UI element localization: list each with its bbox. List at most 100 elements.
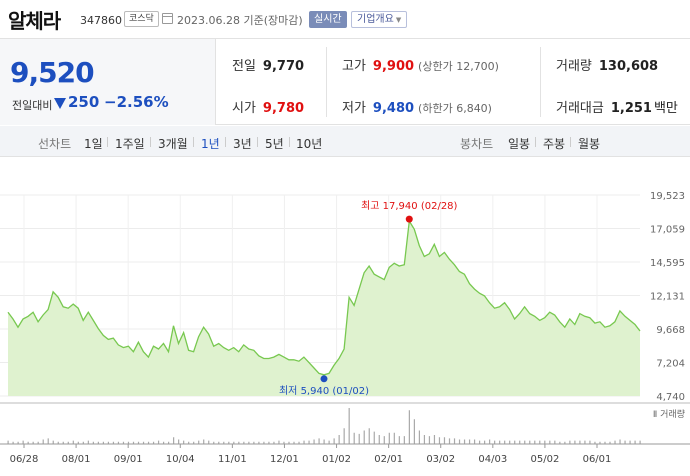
- volume-bar: [393, 432, 395, 444]
- x-tick-label: 02/01: [374, 454, 403, 465]
- stock-code: 347860: [80, 14, 122, 27]
- volume-bar: [373, 431, 375, 444]
- volume-bar: [82, 441, 84, 444]
- stock-header: 알체라 347860 코스닥 2023.06.28 기준(장마감) 실시간 기업…: [0, 0, 690, 38]
- volume-bar: [77, 441, 79, 444]
- volume-bar: [52, 440, 54, 444]
- volume-bar: [117, 441, 120, 444]
- volume-bar: [509, 440, 511, 444]
- y-tick-label: 4,740: [656, 392, 685, 403]
- high-marker: [405, 215, 413, 223]
- volume-bar: [408, 410, 410, 444]
- volume-bar: [92, 441, 94, 444]
- diff-value: 250: [68, 93, 100, 111]
- volume-bar: [238, 441, 240, 444]
- volume-bar: [72, 440, 74, 444]
- volume-bar: [67, 441, 69, 444]
- volume-bar: [293, 441, 295, 444]
- volume-bar: [514, 440, 516, 444]
- volume-bar: [112, 441, 115, 444]
- tab-weekly[interactable]: 주봉: [543, 137, 566, 151]
- volume-bar: [594, 441, 596, 444]
- volume-bar: [584, 440, 586, 444]
- volume-bar: [203, 439, 205, 444]
- price-area: [8, 221, 640, 396]
- x-tick-label: 11/01: [218, 454, 247, 465]
- volume-bar: [132, 441, 135, 444]
- high-price: 고가 9,900 (상한가 12,700): [342, 55, 499, 74]
- volume-bar: [559, 441, 561, 444]
- x-tick-label: 08/01: [62, 454, 91, 465]
- volume-bar: [273, 441, 275, 444]
- x-tick-label: 10/04: [166, 454, 195, 465]
- volume-label: Ⅱ 거래량: [653, 408, 685, 420]
- divider: [326, 47, 327, 117]
- volume-bar: [554, 440, 556, 444]
- tab-divider: [257, 137, 258, 147]
- tab-daily[interactable]: 일봉: [508, 137, 531, 151]
- y-tick-label: 19,523: [650, 191, 685, 202]
- current-price: 9,520: [10, 56, 95, 89]
- volume-bar: [323, 439, 325, 444]
- volume-bar: [448, 438, 451, 444]
- volume-bar: [42, 439, 44, 444]
- low-label: 저가: [342, 101, 366, 116]
- company-info-label: 기업개요: [357, 14, 394, 25]
- volume-value: 130,608: [598, 59, 659, 74]
- volume-bar: [363, 430, 365, 444]
- tab-3m[interactable]: 3개월: [158, 137, 188, 151]
- tab-divider: [535, 137, 536, 147]
- price-chart[interactable]: 19,523 17,059 14,595 12,131 9,668 7,204 4,740 최…: [0, 182, 690, 476]
- volume-bar: [629, 440, 631, 444]
- company-info-button[interactable]: 기업개요 ▼: [351, 11, 408, 28]
- volume-bar: [168, 441, 170, 444]
- volume-bar: [328, 440, 330, 444]
- volume-bar: [147, 441, 150, 444]
- volume-bar: [599, 441, 601, 444]
- volume-bar: [152, 441, 155, 444]
- prev-close-label: 전일: [232, 59, 256, 74]
- volume-bar: [173, 437, 175, 444]
- volume-bar: [348, 408, 350, 444]
- prev-close-value: 9,770: [262, 59, 305, 74]
- volume-bar: [614, 440, 616, 444]
- tab-1y[interactable]: 1년: [201, 137, 220, 151]
- volume-bar: [47, 438, 49, 444]
- diff-label: 전일대비: [12, 99, 53, 112]
- volume-bar: [7, 440, 9, 444]
- volume-bar: [634, 440, 636, 444]
- tab-divider: [289, 137, 290, 147]
- volume-bar: [574, 440, 576, 444]
- tab-1d[interactable]: 1일: [84, 137, 103, 151]
- volume-bar: [193, 441, 195, 444]
- volume-bar: [308, 440, 310, 444]
- y-tick-label: 7,204: [656, 359, 685, 370]
- volume-bar: [233, 441, 235, 444]
- volume-bar: [253, 441, 255, 444]
- volume-bar: [473, 439, 476, 444]
- volume-bar: [639, 440, 641, 444]
- volume-bar: [398, 436, 400, 444]
- high-label: 고가: [342, 59, 366, 74]
- volume-bar: [499, 440, 501, 444]
- volume-bar: [298, 441, 300, 444]
- tab-3y[interactable]: 3년: [233, 137, 252, 151]
- volume-bar: [27, 441, 29, 444]
- tab-10y[interactable]: 10년: [296, 137, 323, 151]
- volume-bar: [107, 441, 110, 444]
- tab-1w[interactable]: 1주일: [115, 137, 145, 151]
- volume-bar: [388, 432, 390, 444]
- low-price: 저가 9,480 (하한가 6,840): [342, 97, 492, 116]
- low-marker: [320, 375, 328, 383]
- tab-5y[interactable]: 5년: [265, 137, 284, 151]
- lower-limit: (하한가 6,840): [418, 102, 492, 115]
- realtime-button[interactable]: 실시간: [309, 11, 347, 28]
- volume-bar: [524, 440, 526, 444]
- volume-bar: [353, 432, 355, 444]
- chevron-down-icon: ▼: [395, 16, 402, 24]
- volume-bar: [624, 440, 626, 444]
- date-text: 2023.06.28 기준(장마감): [177, 14, 303, 27]
- tab-divider: [107, 137, 108, 147]
- volume-bar: [534, 440, 536, 444]
- tab-monthly[interactable]: 월봉: [578, 137, 601, 151]
